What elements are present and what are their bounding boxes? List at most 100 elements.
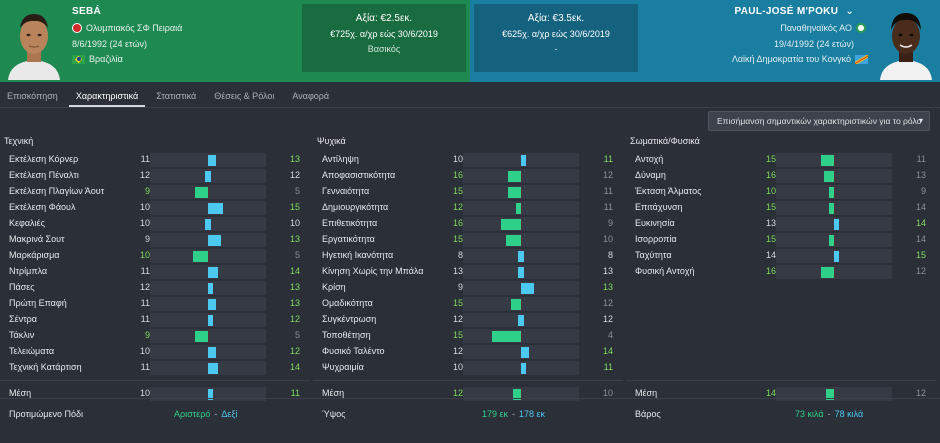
away-advantage-bar xyxy=(834,219,840,230)
tab-overview[interactable]: Επισκόπηση xyxy=(7,91,58,101)
attribute-row[interactable]: Ψυχραιμία 10 11 xyxy=(313,360,623,376)
attribute-row[interactable]: Τελειώματα 10 12 xyxy=(0,344,310,360)
away-attribute-value: 11 xyxy=(916,154,926,164)
away-value: Αξία: €3.5εκ. xyxy=(527,13,585,24)
away-player-club[interactable]: Παναθηναϊκός ΑΟ xyxy=(780,23,866,33)
attribute-row[interactable]: Εκτέλεση Φάουλ 10 15 xyxy=(0,200,310,216)
attribute-compare-bar xyxy=(150,281,266,295)
attribute-row[interactable]: Σέντρα 11 12 xyxy=(0,312,310,328)
attribute-row[interactable]: Ευκινησία 13 14 xyxy=(626,216,936,232)
attribute-row[interactable]: Αποφασιστικότητα 16 12 xyxy=(313,168,623,184)
home-player-club[interactable]: Ολυμπιακός ΣΦ Πειραιά xyxy=(72,23,182,33)
attribute-row[interactable]: Ομαδικότητα 15 12 xyxy=(313,296,623,312)
bar-centre-line xyxy=(834,153,835,167)
attribute-compare-bar xyxy=(150,297,266,311)
tab-attributes[interactable]: Χαρακτηριστικά xyxy=(68,86,146,107)
attribute-row[interactable]: Επιθετικότητα 16 9 xyxy=(313,216,623,232)
attribute-row[interactable]: Φυσικό Ταλέντο 12 14 xyxy=(313,344,623,360)
away-nation-name[interactable]: Λαϊκή Δημοκρατία του Κονγκό xyxy=(731,54,851,64)
attribute-row[interactable]: Φυσική Αντοχή 16 12 xyxy=(626,264,936,280)
home-club-name[interactable]: Ολυμπιακός ΣΦ Πειραιά xyxy=(86,23,183,33)
attribute-compare-bar xyxy=(776,201,892,215)
home-player-nation[interactable]: Βραζιλία xyxy=(72,54,123,64)
attribute-row[interactable]: Εργατικότητα 15 10 xyxy=(313,232,623,248)
attribute-group-title: Ψυχικά xyxy=(317,136,346,146)
away-attribute-value: 11 xyxy=(603,154,613,164)
attribute-row[interactable]: Έκταση Άλματος 10 9 xyxy=(626,184,936,200)
home-attribute-value: 10 xyxy=(452,154,463,164)
attribute-row[interactable]: Δύναμη 16 13 xyxy=(626,168,936,184)
home-attribute-value: 10 xyxy=(139,346,150,356)
attribute-row[interactable]: Ντρίμπλα 11 14 xyxy=(0,264,310,280)
equal-bar xyxy=(518,267,524,278)
home-advantage-bar xyxy=(515,203,521,214)
attribute-row[interactable]: Μαρκάρισμα 10 5 xyxy=(0,248,310,264)
attribute-row[interactable]: Μέση 12 10 xyxy=(313,386,623,402)
footer-values: 73 κιλά -78 κιλά xyxy=(795,409,863,419)
away-player-name-text[interactable]: PAUL-JOSÉ M'POKU xyxy=(734,6,839,17)
attribute-row[interactable]: Εκτέλεση Πέναλτι 12 12 xyxy=(0,168,310,184)
home-advantage-bar xyxy=(195,187,208,198)
attribute-row[interactable]: Κεφαλιές 10 10 xyxy=(0,216,310,232)
attribute-row[interactable]: Τάκλιν 9 5 xyxy=(0,328,310,344)
attribute-label: Έκταση Άλματος xyxy=(635,186,702,196)
attribute-label: Ομαδικότητα xyxy=(322,298,373,308)
away-club-name[interactable]: Παναθηναϊκός ΑΟ xyxy=(780,23,852,33)
attribute-row[interactable]: Μέση 14 12 xyxy=(626,386,936,402)
attribute-row[interactable]: Γενναιότητα 15 11 xyxy=(313,184,623,200)
home-attribute-value: 9 xyxy=(144,186,150,196)
attribute-row[interactable]: Εκτέλεση Κόρνερ 11 13 xyxy=(0,152,310,168)
attribute-row[interactable]: Επιτάχυνση 15 14 xyxy=(626,200,936,216)
attribute-row[interactable]: Δημιουργικότητα 12 11 xyxy=(313,200,623,216)
home-nation-name[interactable]: Βραζιλία xyxy=(89,54,123,64)
highlight-role-attributes-button[interactable]: Επισήμανση σημαντικών χαρακτηριστικών γι… xyxy=(708,111,930,131)
attribute-row[interactable]: Ηγετική Ικανότητα 8 8 xyxy=(313,248,623,264)
attribute-row[interactable]: Πάσες 12 13 xyxy=(0,280,310,296)
home-attribute-value: 15 xyxy=(452,330,463,340)
bar-centre-line xyxy=(834,265,835,279)
attribute-row[interactable]: Μέση 10 11 xyxy=(0,386,310,402)
away-attribute-value: 11 xyxy=(603,202,613,212)
attribute-compare-bar xyxy=(150,329,266,343)
tab-statistics[interactable]: Στατιστικά xyxy=(156,91,197,101)
away-player-nation[interactable]: Λαϊκή Δημοκρατία του Κονγκό xyxy=(732,54,868,64)
away-attribute-value: 13 xyxy=(602,282,613,292)
attribute-compare-bar xyxy=(776,265,892,279)
tab-report[interactable]: Αναφορά xyxy=(292,91,330,101)
attribute-row[interactable]: Τεχνική Κατάρτιση 11 14 xyxy=(0,360,310,376)
away-value-box: Αξία: €3.5εκ. €625χ. α/χρ εώς 30/6/2019 … xyxy=(474,4,638,72)
comparison-header: SEBÁ Ολυμπιακός ΣΦ Πειραιά 8/6/1992 (24 … xyxy=(0,0,940,82)
away-attribute-value: 15 xyxy=(915,250,926,260)
attribute-row[interactable]: Συγκέντρωση 12 12 xyxy=(313,312,623,328)
home-player-name[interactable]: SEBÁ xyxy=(72,6,101,17)
attribute-compare-bar xyxy=(463,281,579,295)
attribute-row[interactable]: Πρώτη Επαφή 11 13 xyxy=(0,296,310,312)
chevron-down-icon[interactable]: ⌄ xyxy=(845,6,854,17)
bar-centre-line xyxy=(208,329,209,343)
home-attribute-value: 10 xyxy=(452,362,463,372)
home-attribute-value: 9 xyxy=(457,282,463,292)
bar-centre-line xyxy=(521,233,522,247)
away-player-name[interactable]: PAUL-JOSÉ M'POKU ⌄ xyxy=(735,6,854,17)
attribute-label: Κρίση xyxy=(322,282,346,292)
attribute-label: Εργατικότητα xyxy=(322,234,375,244)
attribute-row[interactable]: Αντίληψη 10 11 xyxy=(313,152,623,168)
attribute-compare-bar xyxy=(150,265,266,279)
away-player-avatar xyxy=(876,4,936,80)
attribute-row[interactable]: Ταχύτητα 14 15 xyxy=(626,248,936,264)
attribute-label: Φυσικό Ταλέντο xyxy=(322,346,385,356)
away-attribute-value: 12 xyxy=(289,170,300,180)
attribute-row[interactable]: Ισορροπία 15 14 xyxy=(626,232,936,248)
attribute-compare-bar xyxy=(150,153,266,167)
attribute-row[interactable]: Μακρινά Σουτ 9 13 xyxy=(0,232,310,248)
attribute-row[interactable]: Κίνηση Χωρίς την Μπάλα 13 13 xyxy=(313,264,623,280)
attribute-compare-bar xyxy=(150,313,266,327)
attribute-row[interactable]: Κρίση 9 13 xyxy=(313,280,623,296)
attribute-row[interactable]: Αντοχή 15 11 xyxy=(626,152,936,168)
attribute-compare-bar xyxy=(776,387,892,401)
attribute-row[interactable]: Τοποθέτηση 15 4 xyxy=(313,328,623,344)
home-advantage-bar xyxy=(826,389,834,400)
panathinaikos-badge-icon xyxy=(856,23,866,33)
attribute-row[interactable]: Εκτέλεση Πλαγίων Άουτ 9 5 xyxy=(0,184,310,200)
tab-positions-roles[interactable]: Θέσεις & Ρόλοι xyxy=(214,91,275,101)
